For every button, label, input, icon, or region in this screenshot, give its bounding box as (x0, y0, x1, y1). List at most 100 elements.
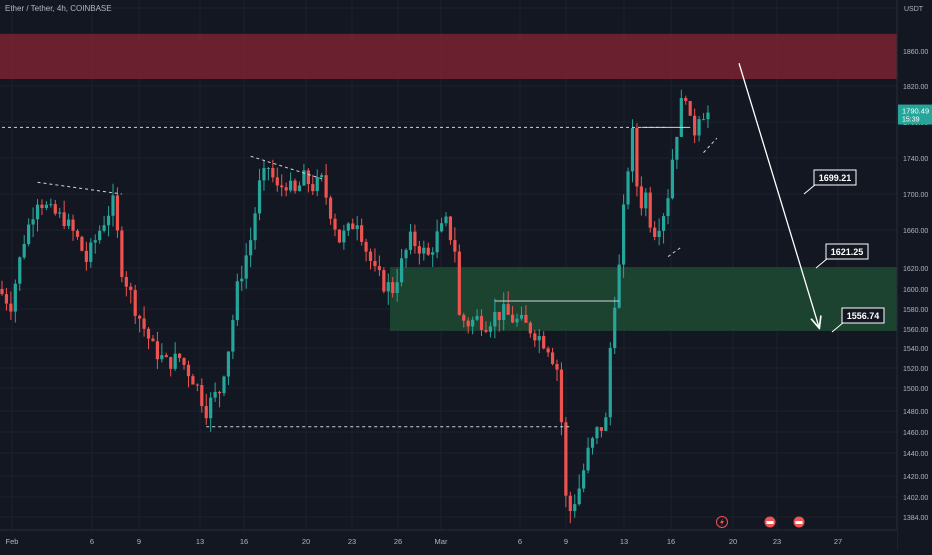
candle-body (675, 136, 679, 160)
candle-body (639, 186, 643, 209)
candle-body (448, 216, 453, 241)
candle-body (44, 204, 48, 209)
candle-body (315, 177, 319, 192)
demand-zone (390, 267, 897, 331)
candle-body (209, 397, 213, 419)
candle (519, 306, 524, 321)
candle-body (124, 276, 128, 287)
candles (0, 89, 710, 524)
candle-body (697, 119, 701, 136)
candle (582, 463, 586, 493)
candle-body (138, 315, 142, 319)
candle (129, 282, 133, 304)
x-tick-label: Mar (435, 537, 448, 546)
earnings-icon[interactable] (764, 516, 776, 528)
callout-box (825, 243, 869, 260)
y-tick-label: 1740.00 (903, 156, 928, 163)
candle (217, 390, 222, 408)
candle-body (439, 223, 444, 232)
candle (622, 194, 626, 278)
candle-body (257, 180, 262, 214)
callout-pointer (831, 321, 845, 333)
x-tick-label: 9 (137, 537, 141, 546)
candle (546, 346, 550, 358)
callout-box (841, 307, 885, 324)
candle-body (306, 170, 310, 185)
candle (346, 222, 350, 237)
candle (697, 115, 701, 142)
candle (182, 357, 186, 370)
candle (31, 207, 35, 238)
trend-line (250, 155, 322, 180)
candle-body (395, 282, 399, 294)
time-axis-bg (0, 530, 897, 550)
candle (475, 309, 479, 322)
candle-body (595, 427, 599, 439)
candle-body (701, 119, 706, 121)
candle (328, 195, 333, 225)
candle (333, 213, 337, 237)
candle-body (0, 289, 4, 295)
supply-zone (0, 33, 897, 79)
candle (684, 95, 688, 105)
trend-line (37, 181, 122, 195)
candle-body (160, 355, 164, 360)
candle (626, 167, 630, 210)
candle (53, 199, 57, 216)
candle-body (253, 213, 257, 241)
candle (13, 279, 17, 323)
y-tick-label: 1540.00 (903, 346, 928, 353)
candle (164, 352, 168, 358)
candle (391, 276, 395, 298)
candle (564, 417, 568, 508)
candle (648, 186, 652, 233)
price-callout[interactable]: 1621.25 (815, 243, 869, 269)
candle-body (231, 320, 235, 352)
price-callout[interactable]: 1556.74 (831, 307, 885, 333)
y-tick-label: 1500.00 (903, 386, 928, 393)
candle (373, 248, 377, 272)
candle (44, 201, 48, 211)
candle (506, 291, 510, 316)
y-tick-label: 1600.00 (903, 287, 928, 294)
candle-body (688, 101, 692, 116)
candle-body (604, 417, 608, 431)
candle (693, 108, 697, 144)
candle (653, 221, 657, 241)
price-tag-countdown: 15:39 (902, 117, 920, 124)
candle (617, 254, 621, 309)
candle-body (62, 212, 66, 227)
candle (257, 168, 262, 221)
candle-body (13, 283, 17, 312)
candle-body (537, 336, 541, 341)
candle (244, 243, 248, 289)
candle-body (426, 247, 430, 255)
candle (400, 248, 404, 287)
x-tick-label: 13 (620, 537, 628, 546)
candle-body (670, 159, 675, 199)
price-callout[interactable]: 1699.21 (803, 169, 857, 195)
callout-label: 1621.25 (831, 247, 864, 257)
candle (644, 188, 648, 217)
x-tick-label: 16 (667, 537, 675, 546)
candle (386, 273, 390, 305)
candle (320, 172, 324, 182)
candle (417, 240, 421, 265)
lightning-icon[interactable] (716, 516, 728, 528)
candle (9, 291, 13, 320)
candle (613, 296, 617, 355)
x-tick-label: 27 (834, 537, 842, 546)
candle (448, 215, 453, 245)
candle-body (324, 175, 328, 198)
candle (262, 160, 266, 191)
earnings-icon[interactable] (793, 516, 805, 528)
candle (528, 321, 532, 338)
candle-body (129, 286, 133, 291)
candle-body (226, 351, 231, 377)
candle (408, 223, 413, 255)
candle (573, 494, 577, 518)
callout-label: 1699.21 (819, 173, 852, 183)
candle (413, 224, 417, 254)
